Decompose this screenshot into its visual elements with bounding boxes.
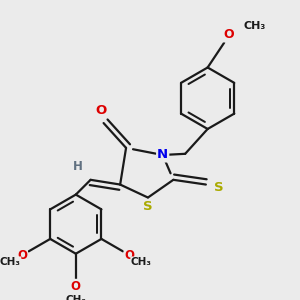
Text: O: O xyxy=(124,249,135,262)
Text: O: O xyxy=(224,28,234,41)
Text: CH₃: CH₃ xyxy=(0,257,21,267)
Text: N: N xyxy=(157,148,168,161)
Text: CH₃: CH₃ xyxy=(243,21,266,31)
Text: CH₃: CH₃ xyxy=(131,257,152,267)
Text: S: S xyxy=(214,181,224,194)
Text: H: H xyxy=(73,160,82,173)
Text: O: O xyxy=(95,103,106,117)
Text: O: O xyxy=(71,280,81,293)
Text: S: S xyxy=(143,200,153,213)
Text: O: O xyxy=(17,249,27,262)
Text: CH₃: CH₃ xyxy=(65,295,86,300)
